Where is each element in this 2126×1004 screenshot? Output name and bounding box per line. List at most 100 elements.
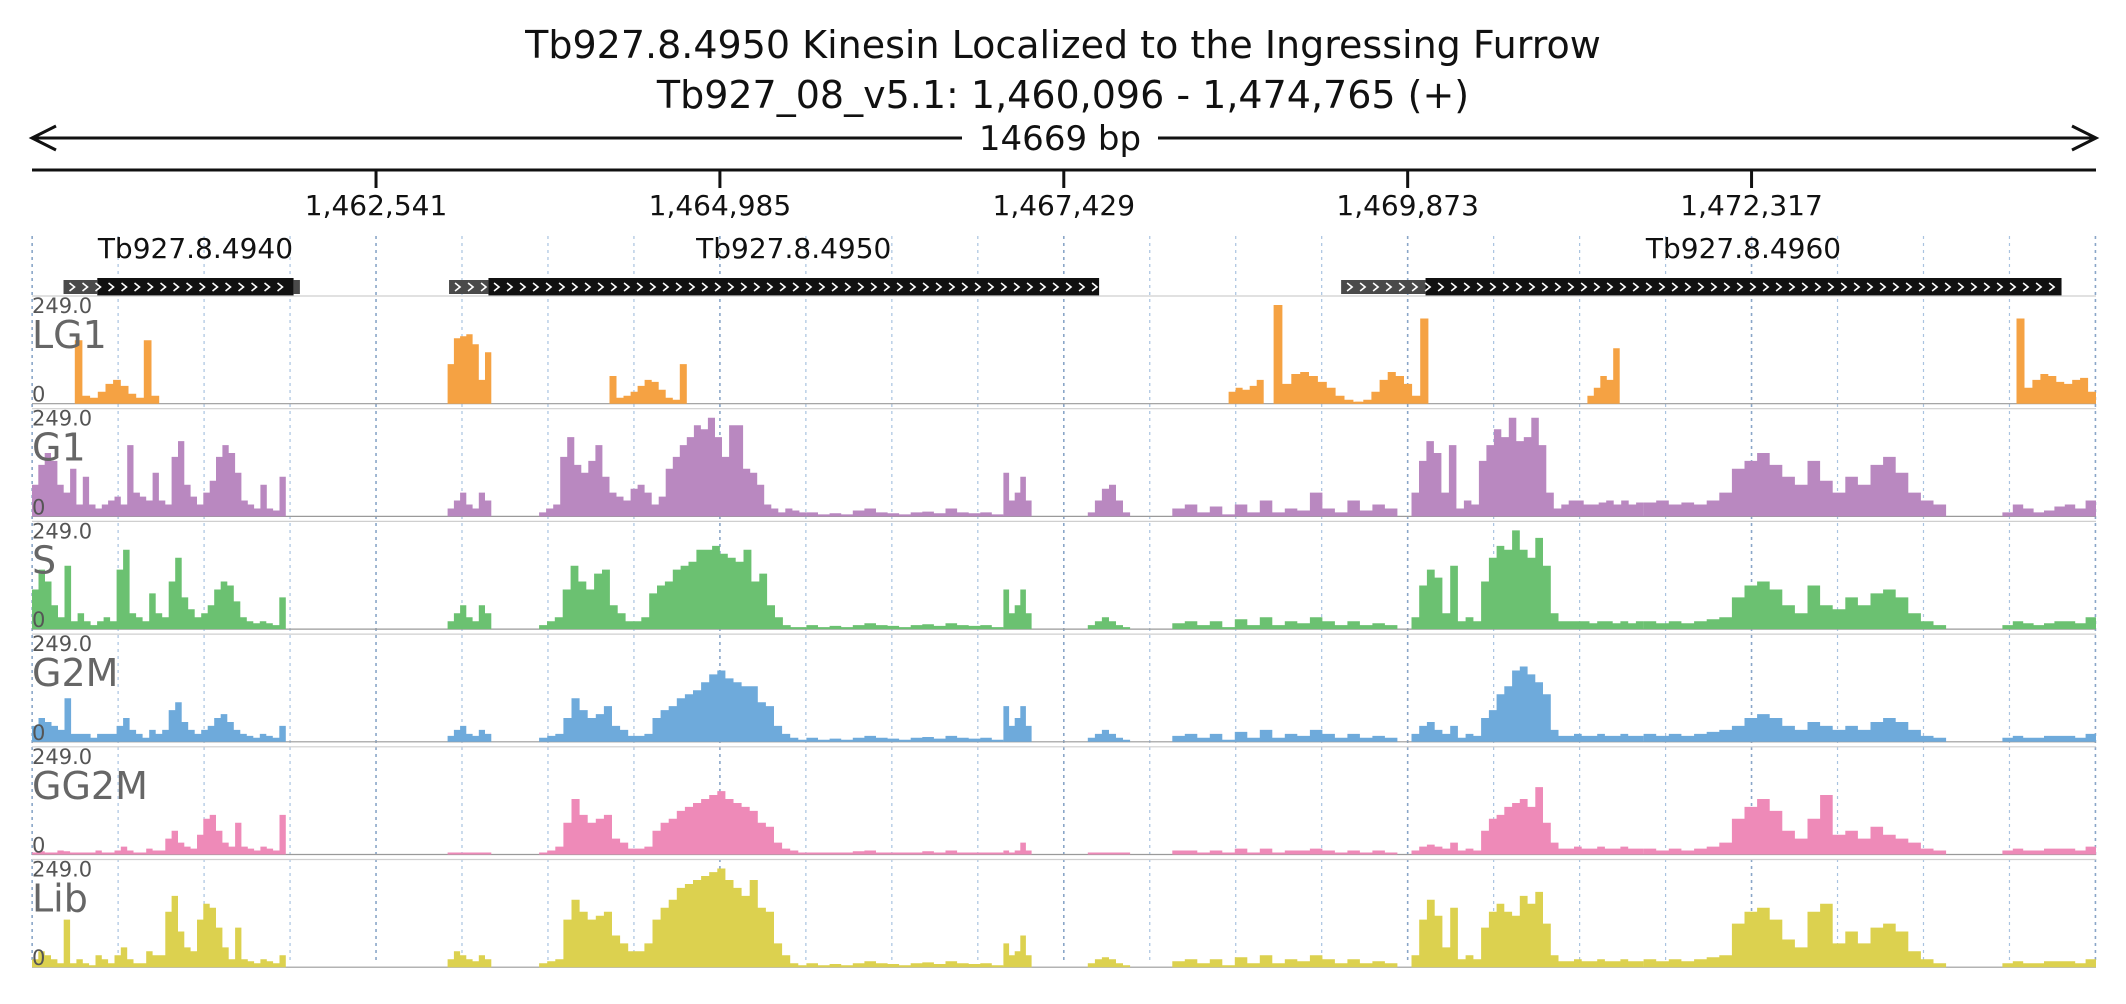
track-name: Lib bbox=[32, 877, 88, 921]
coverage-area bbox=[1003, 935, 1032, 968]
strand-arrow-icon bbox=[1749, 282, 1757, 292]
strand-arrow-icon bbox=[1606, 282, 1614, 292]
strand-arrow-icon bbox=[199, 282, 206, 292]
track-ymin-label: 0 bbox=[32, 834, 45, 858]
strand-arrow-icon bbox=[909, 282, 917, 292]
strand-arrow-icon bbox=[1762, 282, 1770, 292]
strand-arrow-icon bbox=[1827, 282, 1835, 292]
strand-arrow-icon bbox=[1879, 282, 1887, 292]
span-arrow-right-icon bbox=[2071, 124, 2100, 152]
gene-cds bbox=[488, 278, 1100, 296]
strand-arrow-icon bbox=[160, 282, 167, 292]
coverage-area bbox=[1172, 848, 1398, 855]
strand-arrow-icon bbox=[1866, 282, 1874, 292]
strand-arrow-icon bbox=[675, 282, 683, 292]
coverage-area bbox=[1172, 955, 1398, 968]
strand-arrow-icon bbox=[1996, 282, 2004, 292]
strand-arrow-icon bbox=[844, 282, 852, 292]
track-ymax-label: 249.0 bbox=[32, 632, 92, 656]
track-ymin-label: 0 bbox=[32, 946, 45, 970]
coverage-area bbox=[447, 605, 492, 630]
strand-arrow-icon bbox=[870, 282, 878, 292]
strand-arrow-icon bbox=[186, 282, 193, 292]
track-ymax-label: 249.0 bbox=[32, 407, 92, 431]
strand-arrow-icon bbox=[1013, 282, 1021, 292]
coverage-area bbox=[1643, 714, 1947, 742]
strand-arrow-icon bbox=[1788, 282, 1796, 292]
gene-cds bbox=[97, 278, 294, 296]
strand-arrow-icon bbox=[1346, 282, 1354, 292]
coverage-area bbox=[1411, 530, 1644, 630]
gene-cds bbox=[1425, 278, 2062, 296]
strand-arrow-icon bbox=[532, 282, 540, 292]
strand-arrow-icon bbox=[147, 282, 154, 292]
coverage-area bbox=[1003, 842, 1032, 855]
strand-arrow-icon bbox=[1476, 282, 1484, 292]
gene-utr bbox=[449, 280, 489, 294]
strand-arrow-icon bbox=[792, 282, 800, 292]
strand-arrow-icon bbox=[493, 282, 501, 292]
strand-arrow-icon bbox=[961, 282, 969, 292]
coverage-area bbox=[447, 334, 492, 404]
strand-arrow-icon bbox=[1840, 282, 1848, 292]
axis-tick-label: 1,462,541 bbox=[305, 189, 448, 222]
coverage-area bbox=[609, 364, 687, 404]
strand-arrow-icon bbox=[1359, 282, 1367, 292]
coverage-area bbox=[32, 441, 286, 517]
coverage-area bbox=[2002, 617, 2096, 630]
coverage-area bbox=[1087, 852, 1131, 855]
strand-arrow-icon bbox=[212, 282, 219, 292]
strand-arrow-icon bbox=[1026, 282, 1034, 292]
gene-utr bbox=[63, 280, 98, 294]
coverage-area bbox=[447, 951, 492, 968]
strand-arrow-icon bbox=[649, 282, 657, 292]
strand-arrow-icon bbox=[95, 282, 102, 292]
track-name: G2M bbox=[32, 651, 118, 695]
coverage-area bbox=[447, 725, 492, 742]
strand-arrow-icon bbox=[506, 282, 514, 292]
strand-arrow-icon bbox=[662, 282, 670, 292]
coverage-area bbox=[1087, 729, 1131, 742]
strand-arrow-icon bbox=[779, 282, 787, 292]
coverage-area bbox=[32, 549, 286, 630]
coverage-area bbox=[1087, 484, 1131, 517]
strand-arrow-icon bbox=[1411, 282, 1419, 292]
coverage-area bbox=[1228, 379, 1264, 404]
coverage-area bbox=[1172, 617, 1398, 630]
strand-arrow-icon bbox=[701, 282, 709, 292]
strand-arrow-icon bbox=[922, 282, 930, 292]
strand-arrow-icon bbox=[264, 282, 271, 292]
coverage-area bbox=[1587, 348, 1620, 404]
gene-utr bbox=[1341, 280, 1426, 294]
strand-arrow-icon bbox=[1723, 282, 1731, 292]
strand-arrow-icon bbox=[1645, 282, 1653, 292]
strand-arrow-icon bbox=[1775, 282, 1783, 292]
coverage-area bbox=[1172, 492, 1398, 517]
strand-arrow-icon bbox=[1658, 282, 1666, 292]
coverage-area bbox=[1273, 305, 1363, 404]
strand-arrow-icon bbox=[1970, 282, 1978, 292]
span-arrow-left-icon bbox=[28, 124, 57, 152]
strand-arrow-icon bbox=[831, 282, 839, 292]
axis-tick-label: 1,464,985 bbox=[649, 189, 792, 222]
coverage-area bbox=[806, 850, 1004, 855]
strand-arrow-icon bbox=[1632, 282, 1640, 292]
coverage-area bbox=[1411, 417, 1644, 517]
track-name: LG1 bbox=[32, 313, 107, 357]
strand-arrow-icon bbox=[238, 282, 245, 292]
strand-arrow-icon bbox=[740, 282, 748, 292]
strand-arrow-icon bbox=[1957, 282, 1965, 292]
axis-tick-label: 1,469,873 bbox=[1336, 189, 1479, 222]
gene-label: Tb927.8.4940 bbox=[97, 232, 293, 265]
track-ymin-label: 0 bbox=[32, 608, 45, 632]
coverage-area bbox=[1643, 453, 1947, 517]
coverage-area bbox=[32, 814, 286, 855]
strand-arrow-icon bbox=[1463, 282, 1471, 292]
track-ymax-label: 249.0 bbox=[32, 294, 92, 318]
strand-arrow-icon bbox=[1502, 282, 1510, 292]
strand-arrow-icon bbox=[935, 282, 943, 292]
coverage-area bbox=[1087, 617, 1131, 630]
strand-arrow-icon bbox=[1892, 282, 1900, 292]
strand-arrow-icon bbox=[818, 282, 826, 292]
locus-subtitle: Tb927_08_v5.1: 1,460,096 - 1,474,765 (+) bbox=[656, 73, 1469, 117]
